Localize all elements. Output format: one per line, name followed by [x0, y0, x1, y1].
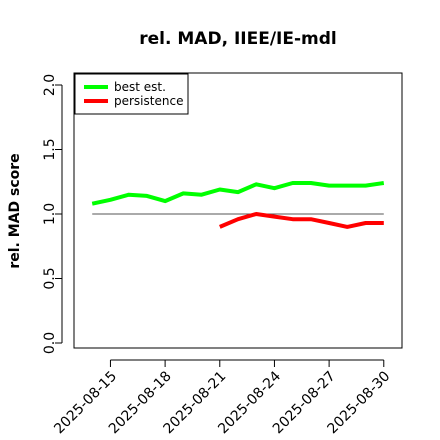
legend: best est. persistence: [74, 73, 189, 115]
chart-title: rel. MAD, IIEE/IE-mdl: [139, 29, 336, 49]
y-axis: 0.0 0.5 1.0 1.5 2.0: [42, 74, 63, 354]
y-axis-label: rel. MAD score: [7, 153, 23, 268]
y-tick-label: 2.0: [42, 74, 58, 96]
legend-label-persistence: persistence: [114, 94, 183, 108]
plot-frame: [73, 72, 403, 349]
y-tick-label: 0.0: [42, 332, 58, 354]
y-tick-label: 1.0: [42, 203, 58, 225]
x-axis: 2025-08-152025-08-182025-08-212025-08-24…: [51, 359, 393, 437]
series-line-persistence: [219, 212, 384, 229]
legend-box: [74, 73, 189, 115]
legend-label-best-est: best est.: [114, 80, 166, 94]
y-tick-label: 0.5: [42, 267, 58, 289]
y-tick-label: 1.5: [42, 138, 58, 160]
series-line-best-est: [91, 181, 385, 206]
series-layer: [91, 181, 385, 229]
